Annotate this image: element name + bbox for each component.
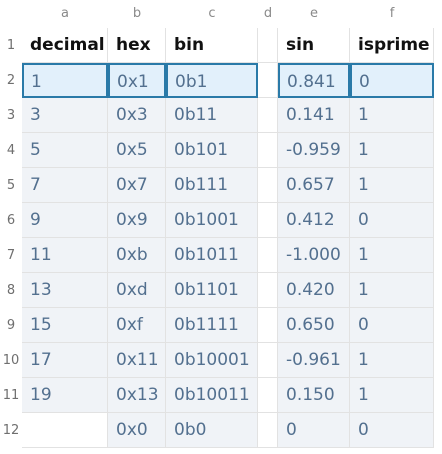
cell-isprime[interactable]: 0 (350, 308, 434, 343)
cell-decimal[interactable]: 5 (22, 133, 108, 168)
cell-decimal[interactable]: 7 (22, 168, 108, 203)
cell-isprime[interactable]: 1 (350, 168, 434, 203)
cell-isprime[interactable]: 0 (350, 413, 434, 448)
cell-decimal[interactable]: 9 (22, 203, 108, 238)
column-header-d[interactable]: d (263, 6, 273, 21)
row-header-2[interactable]: 2 (6, 73, 16, 88)
cell-d3[interactable] (258, 98, 278, 133)
cell-decimal[interactable]: 3 (22, 98, 108, 133)
column-header-e[interactable]: e (310, 6, 318, 21)
cell-isprime[interactable]: 0 (350, 203, 434, 238)
cell-d10[interactable] (258, 343, 278, 378)
column-title-isprime[interactable]: isprime (350, 28, 434, 63)
cell-d5[interactable] (258, 168, 278, 203)
cell-decimal[interactable]: 19 (22, 378, 108, 413)
cell-isprime[interactable]: 1 (350, 98, 434, 133)
cell-bin[interactable]: 0b1011 (166, 238, 258, 273)
cell-sin[interactable]: 0 (278, 413, 350, 448)
cell-d12[interactable] (258, 413, 278, 448)
cell-isprime[interactable]: 1 (350, 133, 434, 168)
cell-decimal[interactable]: 15 (22, 308, 108, 343)
cell-hex[interactable]: 0x5 (108, 133, 166, 168)
column-header-b[interactable]: b (132, 6, 142, 21)
cell-bin[interactable]: 0b11 (166, 98, 258, 133)
row-header-4[interactable]: 4 (6, 143, 16, 158)
column-title-sin[interactable]: sin (278, 28, 350, 63)
cell-hex[interactable]: 0x3 (108, 98, 166, 133)
cell-decimal[interactable]: 13 (22, 273, 108, 308)
row-header-12[interactable]: 12 (2, 423, 20, 438)
cell-sin[interactable]: -0.961 (278, 343, 350, 378)
column-header-a[interactable]: a (61, 6, 69, 21)
column-header-f[interactable]: f (389, 6, 395, 21)
cell-hex[interactable]: 0x0 (108, 413, 166, 448)
cell-d6[interactable] (258, 203, 278, 238)
cell-bin[interactable]: 0b1 (166, 63, 258, 98)
cell-sin[interactable]: 0.141 (278, 98, 350, 133)
row-header-5[interactable]: 5 (6, 178, 16, 193)
row-header-3[interactable]: 3 (6, 108, 16, 123)
cell-bin[interactable]: 0b10011 (166, 378, 258, 413)
column-title-bin[interactable]: bin (166, 28, 258, 63)
row-header-10[interactable]: 10 (2, 353, 20, 368)
cell-d2[interactable] (258, 63, 278, 98)
cell-d9[interactable] (258, 308, 278, 343)
cell-bin[interactable]: 0b1001 (166, 203, 258, 238)
cell-d8[interactable] (258, 273, 278, 308)
row-header-8[interactable]: 8 (6, 283, 16, 298)
cell-hex[interactable]: 0x7 (108, 168, 166, 203)
cell-sin[interactable]: 0.412 (278, 203, 350, 238)
cell-d7[interactable] (258, 238, 278, 273)
cell-bin[interactable]: 0b1101 (166, 273, 258, 308)
column-title-hex[interactable]: hex (108, 28, 166, 63)
cell-bin[interactable]: 0b1111 (166, 308, 258, 343)
cell-bin[interactable]: 0b111 (166, 168, 258, 203)
cell-hex[interactable]: 0x13 (108, 378, 166, 413)
cell-hex[interactable]: 0xd (108, 273, 166, 308)
cell-sin[interactable]: 0.841 (278, 63, 350, 98)
cell-isprime[interactable]: 1 (350, 273, 434, 308)
cell-hex[interactable]: 0x1 (108, 63, 166, 98)
column-title-decimal[interactable]: decimal (22, 28, 108, 63)
cell-isprime[interactable]: 1 (350, 343, 434, 378)
cell-bin[interactable]: 0b101 (166, 133, 258, 168)
row-header-11[interactable]: 11 (2, 388, 20, 403)
column-header-c[interactable]: c (208, 6, 216, 21)
row-header-7[interactable]: 7 (6, 248, 16, 263)
row-header-1[interactable]: 1 (6, 38, 16, 53)
cell-d11[interactable] (258, 378, 278, 413)
cell-sin[interactable]: 0.650 (278, 308, 350, 343)
cell-decimal[interactable]: 11 (22, 238, 108, 273)
cell-isprime[interactable]: 1 (350, 378, 434, 413)
cell-sin[interactable]: -1.000 (278, 238, 350, 273)
cell-decimal[interactable] (22, 413, 108, 448)
cell-sin[interactable]: 0.150 (278, 378, 350, 413)
row-header-6[interactable]: 6 (6, 213, 16, 228)
cell-bin[interactable]: 0b0 (166, 413, 258, 448)
cell-hex[interactable]: 0xb (108, 238, 166, 273)
cell-decimal[interactable]: 1 (22, 63, 108, 98)
cell-bin[interactable]: 0b10001 (166, 343, 258, 378)
cell-d4[interactable] (258, 133, 278, 168)
cell-sin[interactable]: 0.420 (278, 273, 350, 308)
cell-isprime[interactable]: 0 (350, 63, 434, 98)
cell-hex[interactable]: 0x11 (108, 343, 166, 378)
cell-sin[interactable]: -0.959 (278, 133, 350, 168)
cell-decimal[interactable]: 17 (22, 343, 108, 378)
row-header-9[interactable]: 9 (6, 318, 16, 333)
cell-hex[interactable]: 0xf (108, 308, 166, 343)
cell-d1[interactable] (258, 28, 278, 63)
cell-hex[interactable]: 0x9 (108, 203, 166, 238)
cell-sin[interactable]: 0.657 (278, 168, 350, 203)
cell-isprime[interactable]: 1 (350, 238, 434, 273)
